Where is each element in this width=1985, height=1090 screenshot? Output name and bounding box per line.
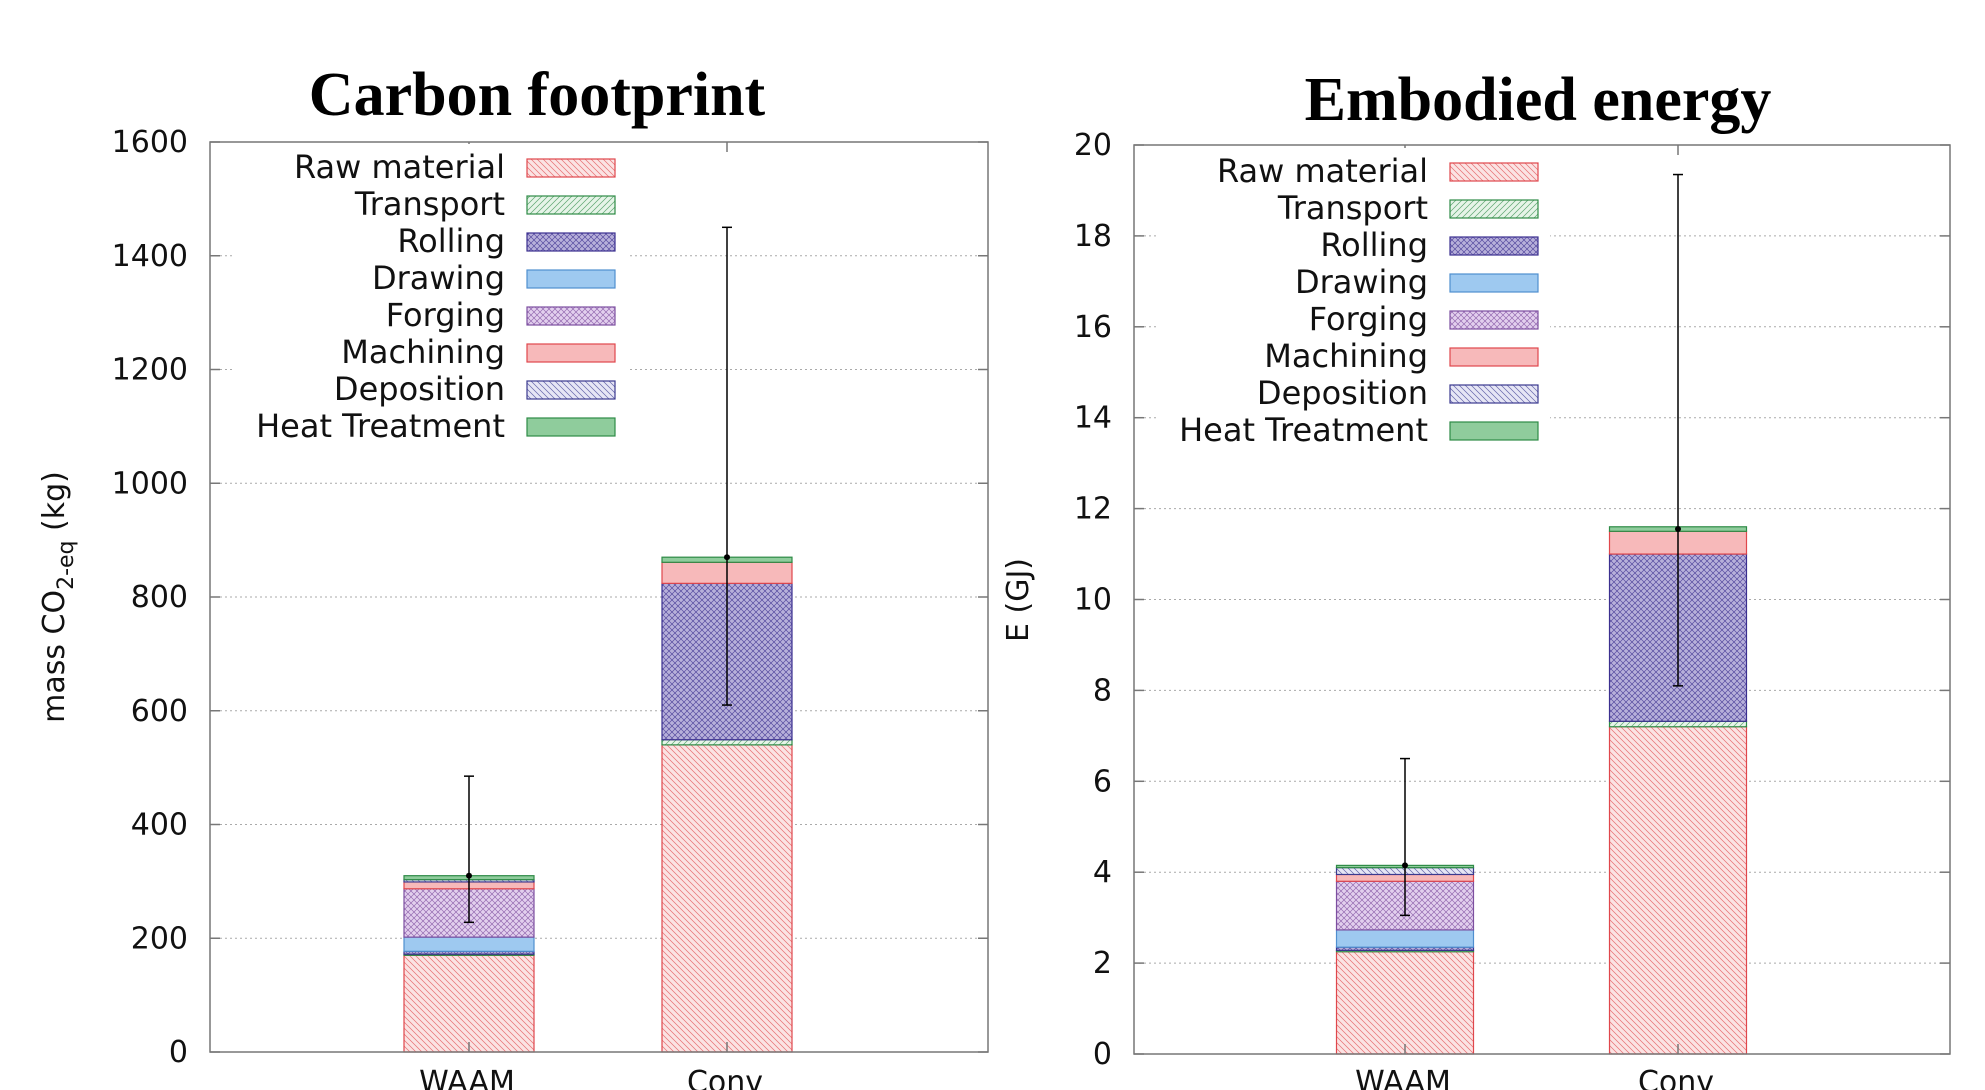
- legend-swatch-forging: [526, 306, 616, 326]
- chart-title: Carbon footprint: [309, 61, 766, 129]
- x-ticks: WAAM Conv: [419, 142, 763, 1090]
- legend-swatch-forging: [1449, 310, 1539, 330]
- error-bars: [464, 226, 732, 924]
- legend-label-rolling: Rolling: [1320, 226, 1428, 264]
- legend-label-machining: Machining: [1264, 337, 1428, 375]
- legend-label-deposition: Deposition: [1257, 374, 1428, 412]
- y-tick-label: 14: [1074, 401, 1112, 436]
- legend-swatch-raw-material: [1449, 162, 1539, 182]
- legend-label-drawing: Drawing: [372, 259, 505, 297]
- legend-swatch-machining: [526, 343, 616, 363]
- legend-swatch-machining: [1449, 347, 1539, 367]
- legend: Raw materialTransportRollingDrawingForgi…: [233, 144, 627, 450]
- y-axis-label: E (GJ): [1001, 558, 1036, 642]
- x-tick-label: WAAM: [1355, 1065, 1451, 1090]
- y-tick-label: 0: [1093, 1037, 1112, 1072]
- error-bars: [1400, 173, 1683, 917]
- x-tick-label: WAAM: [419, 1065, 515, 1090]
- legend-label-raw-material: Raw material: [1217, 152, 1428, 190]
- y-tick-label: 1200: [112, 353, 188, 388]
- legend-label-drawing: Drawing: [1295, 263, 1428, 301]
- y-tick-label: 800: [131, 580, 188, 615]
- y-tick-label: 16: [1074, 310, 1112, 345]
- legend-label-heat-treatment: Heat Treatment: [1179, 411, 1428, 449]
- legend-label-forging: Forging: [1309, 300, 1428, 338]
- bar-segment-transport-conv: [661, 739, 793, 746]
- y-tick-label: 1600: [112, 125, 188, 160]
- legend-swatch-heat-treatment: [1449, 421, 1539, 441]
- y-tick-label: 0: [169, 1035, 188, 1070]
- legend-swatch-deposition: [1449, 384, 1539, 404]
- y-ticks: 0 200 400 600 800 1000 1200 1400 1600: [112, 125, 988, 1070]
- legend-swatch-drawing: [1449, 273, 1539, 293]
- error-center-point: [724, 554, 730, 561]
- y-tick-label: 1000: [112, 466, 188, 501]
- y-tick-label: 18: [1074, 219, 1112, 254]
- y-axis-label: mass CO2-eq (kg): [37, 471, 79, 723]
- legend: Raw materialTransportRollingDrawingForgi…: [1156, 148, 1550, 454]
- legend-swatch-raw-material: [526, 158, 616, 178]
- y-tick-label: 1400: [112, 239, 188, 274]
- bar-segment-raw-material-waam: [403, 954, 535, 1053]
- bar-segment-transport-conv: [1608, 720, 1748, 728]
- carbon-footprint-chart: Carbon footprint mass CO2-eq (kg) 0 200 40…: [37, 61, 989, 1090]
- y-tick-label: 200: [131, 921, 188, 956]
- y-tick-label: 12: [1074, 492, 1112, 527]
- x-tick-label: Conv: [687, 1065, 763, 1090]
- bar-segment-raw-material-waam: [1335, 951, 1475, 1055]
- legend-label-transport: Transport: [1277, 189, 1428, 227]
- error-center-point: [1402, 862, 1408, 869]
- bar-segment-drawing-waam: [1335, 929, 1475, 948]
- embodied-energy-chart: Embodied energy E (GJ) 0 2 4 6 8 10 12 14 16 18 20…: [1001, 66, 1951, 1090]
- y-tick-label: 4: [1093, 855, 1112, 890]
- x-tick-label: Conv: [1638, 1065, 1714, 1090]
- legend-label-forging: Forging: [386, 296, 505, 334]
- legend-swatch-deposition: [526, 380, 616, 400]
- error-center-point: [1675, 526, 1681, 533]
- y-ticks: 0 2 4 6 8 10 12 14 16 18 20: [1074, 128, 1950, 1072]
- legend-swatch-drawing: [526, 269, 616, 289]
- legend-swatch-rolling: [1449, 236, 1539, 256]
- legend-swatch-rolling: [526, 232, 616, 252]
- legend-label-machining: Machining: [341, 333, 505, 371]
- y-tick-label: 6: [1093, 764, 1112, 799]
- legend-swatch-transport: [526, 195, 616, 215]
- y-tick-label: 2: [1093, 946, 1112, 981]
- legend-label-deposition: Deposition: [334, 370, 505, 408]
- y-tick-label: 20: [1074, 128, 1112, 163]
- legend-label-raw-material: Raw material: [294, 148, 505, 186]
- bar-segment-drawing-waam: [403, 936, 535, 952]
- y-tick-label: 10: [1074, 583, 1112, 618]
- bars: [403, 556, 793, 1053]
- error-center-point: [466, 872, 472, 879]
- legend-label-transport: Transport: [354, 185, 505, 223]
- y-tick-label: 600: [131, 694, 188, 729]
- bar-segment-raw-material-conv: [1608, 726, 1748, 1055]
- chart-title: Embodied energy: [1305, 66, 1772, 134]
- bar-segment-raw-material-conv: [661, 744, 793, 1053]
- x-ticks: WAAM Conv: [1355, 145, 1714, 1090]
- legend-label-rolling: Rolling: [397, 222, 505, 260]
- bars: [1335, 526, 1748, 1055]
- y-tick-label: 400: [131, 808, 188, 843]
- legend-label-heat-treatment: Heat Treatment: [256, 407, 505, 445]
- legend-swatch-heat-treatment: [526, 417, 616, 437]
- legend-swatch-transport: [1449, 199, 1539, 219]
- y-tick-label: 8: [1093, 673, 1112, 708]
